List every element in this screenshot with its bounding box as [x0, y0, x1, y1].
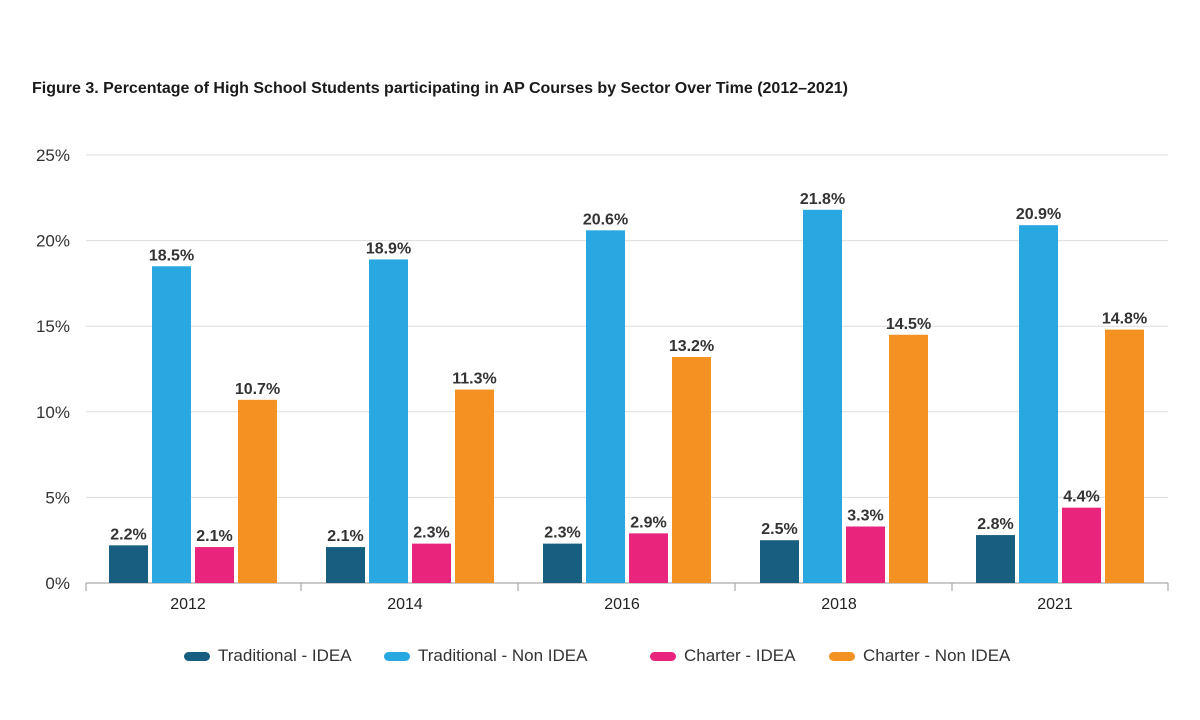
- y-tick-label: 10%: [36, 403, 70, 422]
- bar: [412, 543, 451, 583]
- data-label: 18.5%: [149, 247, 194, 264]
- data-label: 11.3%: [452, 371, 496, 388]
- bar: [455, 389, 494, 583]
- data-label: 2.1%: [196, 528, 232, 545]
- bars: [109, 209, 1144, 583]
- bar: [846, 526, 885, 583]
- x-tick-label: 2012: [170, 596, 206, 613]
- legend-label: Traditional - Non IDEA: [418, 646, 588, 665]
- legend-label: Charter - Non IDEA: [863, 646, 1011, 665]
- chart-title: Figure 3. Percentage of High School Stud…: [32, 80, 848, 97]
- data-label: 14.8%: [1102, 311, 1147, 328]
- y-tick-label: 20%: [36, 232, 70, 251]
- legend-swatch: [829, 651, 855, 661]
- bar: [238, 399, 277, 583]
- bar: [1105, 329, 1144, 583]
- bar: [109, 545, 148, 583]
- data-labels: 2.2% 2.1% 2.3% 2.5% 2.8% 18.5% 18.9% 20.6% 21.8%…: [110, 191, 1147, 545]
- x-tick-label: 2014: [387, 596, 423, 613]
- bar: [152, 266, 191, 583]
- legend: Traditional - IDEA Traditional - Non IDEA…: [0, 646, 1200, 670]
- bar: [326, 547, 365, 583]
- data-label: 18.9%: [366, 240, 411, 257]
- data-label: 2.1%: [327, 528, 363, 545]
- bar: [672, 357, 711, 583]
- bar: [629, 533, 668, 583]
- data-label: 2.8%: [977, 516, 1013, 533]
- bar: [889, 334, 928, 583]
- legend-label: Traditional - IDEA: [218, 646, 352, 665]
- data-label: 2.5%: [761, 521, 797, 538]
- data-label: 2.3%: [413, 525, 449, 542]
- legend-swatch: [184, 651, 210, 661]
- legend-label: Charter - IDEA: [684, 646, 796, 665]
- legend-item: Charter - Non IDEA: [829, 646, 1010, 666]
- bar: [369, 259, 408, 583]
- gridlines: [86, 154, 1168, 498]
- bar: [1062, 507, 1101, 583]
- data-label: 20.6%: [583, 211, 628, 228]
- y-tick-label: 25%: [36, 146, 70, 165]
- data-label: 20.9%: [1016, 206, 1061, 223]
- y-tick-label: 0%: [45, 574, 70, 593]
- data-label: 21.8%: [800, 191, 845, 208]
- bar: [586, 230, 625, 583]
- data-label: 3.3%: [847, 508, 883, 525]
- legend-item: Traditional - IDEA: [184, 646, 352, 666]
- bar: [543, 543, 582, 583]
- legend-item: Traditional - Non IDEA: [384, 646, 587, 666]
- data-label: 14.5%: [886, 316, 931, 333]
- y-tick-label: 5%: [45, 488, 70, 507]
- bar: [195, 547, 234, 583]
- bar: [976, 535, 1015, 583]
- data-label: 4.4%: [1063, 489, 1099, 506]
- bar: [803, 209, 842, 583]
- data-label: 10.7%: [235, 381, 280, 398]
- legend-swatch: [650, 651, 676, 661]
- bar: [760, 540, 799, 583]
- legend-swatch: [384, 651, 410, 661]
- data-label: 2.9%: [630, 514, 666, 531]
- x-tick-label: 2016: [604, 596, 640, 613]
- y-tick-label: 15%: [36, 317, 70, 336]
- x-tick-label: 2021: [1037, 596, 1073, 613]
- x-tick-label: 2018: [821, 596, 857, 613]
- data-label: 2.3%: [544, 525, 580, 542]
- data-label: 13.2%: [669, 338, 714, 355]
- legend-item: Charter - IDEA: [650, 646, 795, 666]
- data-label: 2.2%: [110, 526, 146, 543]
- bar: [1019, 225, 1058, 583]
